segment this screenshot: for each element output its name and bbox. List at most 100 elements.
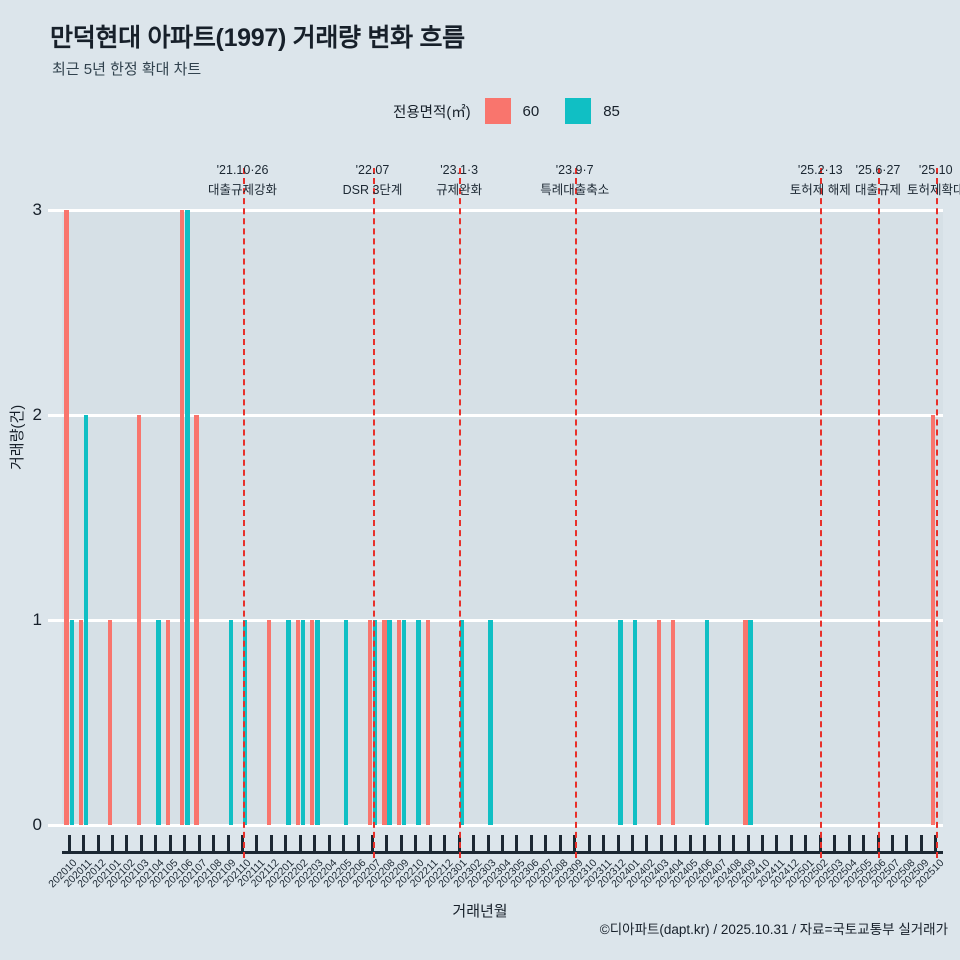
bar-85-202301 [459,620,464,825]
gridline [62,413,943,417]
bar-85-202010 [69,620,74,825]
x-tick-mark [139,835,143,852]
bar-85-202205 [344,620,349,825]
event-date: '25.6·27 [855,163,901,177]
event-date: '23.9·7 [555,163,594,177]
bar-60-202105 [165,620,170,825]
plot-area [62,208,943,827]
x-tick-mark [732,835,736,852]
event-date: '25.2·13 [797,163,843,177]
bar-85-202207 [372,620,378,825]
x-axis-line [62,851,943,854]
x-tick-mark [342,835,346,852]
x-tick-mark [197,835,201,852]
bar-60-202112 [266,620,271,825]
event-name: 규제완화 [436,183,483,197]
x-tick-mark [183,835,187,852]
event-date: '23.1·3 [440,163,479,177]
bar-85-202406 [705,620,710,825]
x-tick-mark [833,835,837,852]
x-tick-mark [255,835,259,852]
x-tick-mark [226,835,230,852]
x-tick-mark [746,835,750,852]
y-tick-mark [48,413,62,417]
x-tick-mark [327,835,331,852]
y-tick-mark [48,823,62,827]
bar-85-202303 [488,620,493,825]
x-tick-mark [587,835,591,852]
x-tick-mark [804,835,808,852]
x-tick-mark [414,835,418,852]
bar-85-202401 [632,620,638,825]
bar-85-202208 [387,620,392,825]
x-tick-mark [847,835,851,852]
legend-label-60: 60 [522,102,540,120]
bar-85-202201 [286,620,291,825]
bar-60-202106 [179,210,185,825]
bar-85-202110 [242,620,248,825]
x-tick-mark [645,835,649,852]
x-tick-mark [630,835,634,852]
x-tick-mark [501,835,504,852]
footer-credit: ©디아파트(dapt.kr) / 2025.10.31 / 자료=국토교통부 실… [599,922,948,937]
event-name: DSR 3단계 [342,183,403,197]
legend-label-85: 85 [603,102,620,120]
y-tick-mark [48,208,62,212]
bar-60-202403 [656,620,661,825]
page-subtitle: 최근 5년 한정 확대 차트 [52,61,202,78]
x-tick-mark [111,835,115,852]
x-tick-mark [298,835,302,852]
bar-85-202210 [416,620,421,825]
x-tick-mark [919,835,923,852]
bar-60-202404 [671,620,676,825]
x-tick-mark [443,835,447,852]
bar-85-202202 [300,620,306,825]
bar-60-202211 [425,620,430,825]
x-tick-mark [688,835,692,852]
event-annotation: '22.07 DSR 3단계 [313,160,433,200]
event-date: '22.07 [355,163,390,177]
event-line-202309 [574,168,577,858]
bar-60-202209 [396,620,401,825]
y-tick-label: 1 [32,610,42,629]
event-line-202301 [459,168,462,858]
event-annotation: '25.2·13 토허제 해제 [760,160,880,200]
x-tick-mark [529,835,533,852]
gridline [62,208,943,212]
x-tick-mark [558,835,562,852]
bar-85-202203 [315,620,320,825]
gridline [62,618,943,622]
event-date: '25.10 [918,163,953,177]
x-tick-mark [168,835,172,852]
event-annotation: '23.9·7 특례대출축소 [515,160,635,200]
x-tick-mark [905,835,909,852]
legend-swatch-85 [565,98,592,124]
x-tick-mark [313,835,317,852]
bar-60-202103 [136,415,141,825]
bar-60-202101 [107,620,113,825]
x-tick-mark [399,835,403,852]
page-title: 만덕현대 아파트(1997) 거래량 변화 흐름 [50,24,465,52]
event-name: 토허제 해제 [789,183,851,197]
x-tick-mark [385,835,389,852]
x-tick-mark [674,835,678,852]
y-tick-label: 2 [32,405,42,424]
bar-85-202409 [748,620,753,825]
x-tick-mark [67,835,71,852]
y-tick-mark [48,618,62,622]
x-tick-mark [515,835,519,852]
event-name: 대출규제강화 [208,183,278,197]
event-line-202510 [935,168,938,858]
x-tick-mark [96,835,100,852]
x-tick-mark [775,835,779,852]
x-tick-mark [760,835,764,852]
bar-60-202011 [78,620,84,825]
x-tick-mark [212,835,216,852]
x-tick-mark [472,835,476,852]
y-tick-label: 0 [32,815,42,834]
x-tick-mark [82,835,86,852]
bar-85-202106 [185,210,190,825]
x-tick-mark [717,835,721,852]
x-tick-mark [284,835,288,852]
